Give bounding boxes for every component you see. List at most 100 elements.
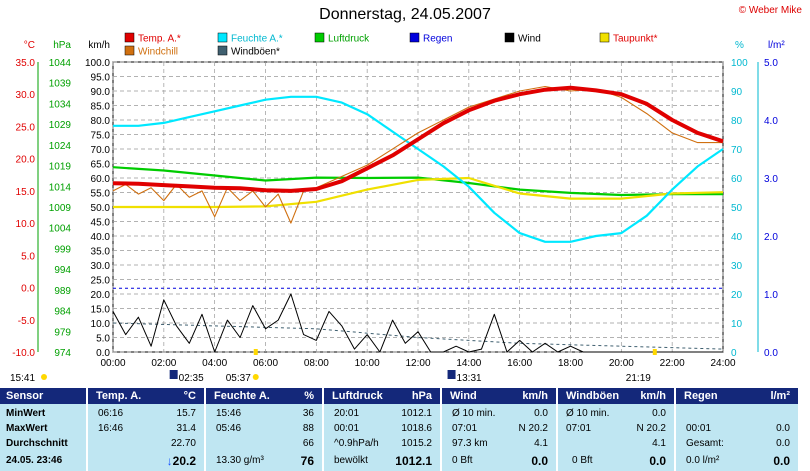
humidity-tick-label: 90 bbox=[731, 87, 743, 98]
humidity-tick-label: 100 bbox=[731, 58, 748, 69]
humidity-tick-label: 70 bbox=[731, 145, 743, 156]
legend-swatch bbox=[599, 32, 610, 43]
hum-unit: % bbox=[304, 390, 314, 402]
sunrise-marker bbox=[253, 349, 258, 355]
wind-header: Wind bbox=[450, 390, 477, 402]
press-forecast: bewölkt bbox=[334, 455, 368, 466]
legend-swatch bbox=[504, 32, 515, 43]
hum-abs: 13.30 g/m³ bbox=[216, 455, 264, 466]
temp-min: 15.7 bbox=[176, 408, 196, 419]
sun-icon bbox=[41, 374, 47, 380]
pressure-tick-label: 974 bbox=[54, 348, 71, 359]
humidity-tick-label: 20 bbox=[731, 290, 743, 301]
wind-tick-label: 100.0 bbox=[85, 58, 110, 69]
rain-total: 0.0 bbox=[776, 438, 790, 449]
wind-tick-label: 20.0 bbox=[91, 290, 111, 301]
gust-bft: 0 Bft bbox=[572, 455, 593, 466]
x-tick-label: 02:00 bbox=[151, 358, 176, 369]
x-tick-label: 24:00 bbox=[710, 358, 735, 369]
humidity-tick-label: 60 bbox=[731, 174, 743, 185]
wind-distance: 97.3 km bbox=[452, 438, 488, 449]
gust-unit: km/h bbox=[640, 390, 666, 402]
rain-max-time: 00:01 bbox=[686, 423, 712, 434]
temp-max: 31.4 bbox=[176, 423, 196, 434]
wind-tick-label: 90.0 bbox=[91, 87, 111, 98]
press-header: Luftdruck bbox=[332, 390, 383, 402]
legend-swatch bbox=[314, 32, 325, 43]
press-current: 1012.1 bbox=[395, 454, 432, 468]
moon-time-2: 13:31 bbox=[457, 373, 482, 384]
wind-tick-label: 25.0 bbox=[91, 276, 111, 287]
wind-avg: 4.1 bbox=[534, 438, 548, 449]
pressure-tick-label: 1014 bbox=[49, 182, 72, 193]
wind-tick-label: 45.0 bbox=[91, 218, 111, 229]
rain-total-label: Gesamt: bbox=[686, 438, 724, 449]
wind-tick-label: 65.0 bbox=[91, 160, 111, 171]
wind-tick-label: 40.0 bbox=[91, 232, 111, 243]
credit-link[interactable]: © Weber Mike bbox=[738, 5, 802, 16]
x-tick-label: 00:00 bbox=[100, 358, 125, 369]
pressure-tick-label: 1029 bbox=[49, 120, 72, 131]
rain-tick-label: 2.0 bbox=[764, 232, 778, 243]
legend-swatch bbox=[217, 45, 228, 56]
legend-label: Luftdruck bbox=[328, 34, 370, 45]
temp-tick-label: 35.0 bbox=[16, 58, 36, 69]
weather-chart: 00:00 02:00 04:00 06:00 08:00 10:00 12:00 14:00… bbox=[10, 32, 785, 384]
label-max: MaxWert bbox=[6, 423, 48, 434]
x-tick-label: 06:00 bbox=[253, 358, 278, 369]
legend-label: Wind bbox=[518, 34, 541, 45]
x-tick-label: 22:00 bbox=[660, 358, 685, 369]
legend-swatch bbox=[409, 32, 420, 43]
x-tick-label: 12:00 bbox=[405, 358, 430, 369]
press-max: 1018.6 bbox=[401, 423, 432, 434]
pressure-tick-label: 999 bbox=[54, 244, 71, 255]
temp-tick-label: -10.0 bbox=[12, 348, 35, 359]
pressure-tick-label: 979 bbox=[54, 327, 71, 338]
temp-min-time: 06:16 bbox=[98, 408, 124, 419]
humidity-tick-label: 30 bbox=[731, 261, 743, 272]
series-tempa bbox=[112, 85, 724, 193]
wind-tick-label: 0.0 bbox=[96, 348, 110, 359]
wind-avg-label: Ø 10 min. bbox=[452, 408, 496, 419]
wind-tick-label: 50.0 bbox=[91, 203, 111, 214]
temp-tick-label: 0.0 bbox=[21, 284, 35, 295]
legend-label: Windchill bbox=[138, 47, 178, 58]
temp-avg: 22.70 bbox=[170, 438, 196, 449]
temp-tick-label: 10.0 bbox=[16, 219, 36, 230]
x-tick-label: 18:00 bbox=[558, 358, 583, 369]
wind-tick-label: 75.0 bbox=[91, 131, 111, 142]
hum-max: 88 bbox=[302, 423, 314, 434]
rain-header: Regen bbox=[684, 390, 718, 402]
pressure-tick-label: 1044 bbox=[49, 58, 72, 69]
temp-max-time: 16:46 bbox=[98, 423, 124, 434]
sensor-header: Sensor bbox=[6, 390, 44, 402]
x-tick-label: 08:00 bbox=[304, 358, 329, 369]
legend-label: Taupunkt* bbox=[613, 34, 658, 45]
hum-current: 76 bbox=[300, 454, 314, 468]
gust-avg10: 0.0 bbox=[652, 408, 666, 419]
legend-label: Feuchte A.* bbox=[231, 34, 283, 45]
axis-unit-label: hPa bbox=[53, 40, 71, 51]
rain-current: 0.0 bbox=[773, 454, 790, 468]
legend-swatch bbox=[217, 32, 228, 43]
wind-tick-label: 85.0 bbox=[91, 102, 111, 113]
legend-swatch bbox=[124, 32, 135, 43]
wind-current: 0.0 bbox=[531, 454, 548, 468]
hum-header: Feuchte A. bbox=[214, 390, 270, 402]
wind-tick-label: 30.0 bbox=[91, 261, 111, 272]
temp-column: Temp. A. °C 06:16 15.7 16:46 31.4 22.70 ↓… bbox=[88, 388, 206, 471]
pressure-tick-label: 994 bbox=[54, 265, 71, 276]
wind-tick-label: 55.0 bbox=[91, 189, 111, 200]
chart-title: Donnerstag, 24.05.2007 bbox=[319, 6, 491, 23]
legend-label: Temp. A.* bbox=[138, 34, 181, 45]
pressure-column: Luftdruck hPa 20:01 1012.1 00:01 1018.6 ^… bbox=[324, 388, 442, 471]
rain-tick-label: 3.0 bbox=[764, 174, 778, 185]
label-current: 24.05. 23:46 bbox=[6, 455, 63, 466]
down-arrow-icon: ↓ bbox=[166, 454, 173, 468]
legend-label: Regen bbox=[423, 34, 452, 45]
axis-unit-label: l/m² bbox=[768, 40, 785, 51]
humidity-tick-label: 0 bbox=[731, 348, 737, 359]
wind-column: Wind km/h Ø 10 min. 0.0 07:01 N 20.2 97.3… bbox=[442, 388, 558, 471]
sunset-time: 21:19 bbox=[626, 373, 651, 384]
press-min: 1012.1 bbox=[401, 408, 432, 419]
